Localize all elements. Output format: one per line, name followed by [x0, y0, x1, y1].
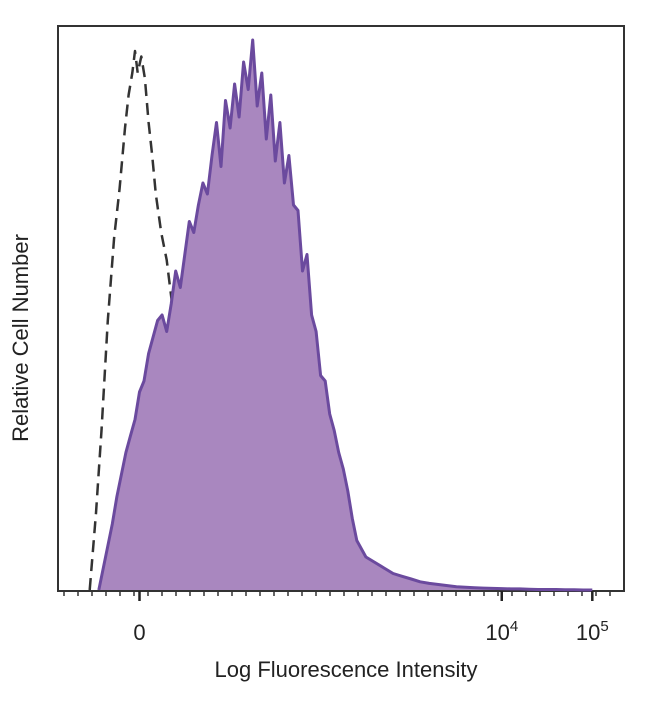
x-tick-label: 0: [133, 620, 145, 645]
stained-histogram-outline: [97, 38, 593, 592]
x-tick-label: 104: [485, 618, 518, 645]
minor-ticks: [63, 591, 611, 596]
x-tick-labels: 0 104 105: [133, 591, 609, 645]
x-tick-label: 105: [576, 618, 609, 645]
plot-frame: [57, 25, 625, 592]
series-layer: [88, 38, 593, 592]
x-axis-label: Log Fluorescence Intensity: [215, 657, 478, 682]
y-axis-label: Relative Cell Number: [8, 234, 33, 442]
stained-histogram-fill: [98, 40, 593, 590]
